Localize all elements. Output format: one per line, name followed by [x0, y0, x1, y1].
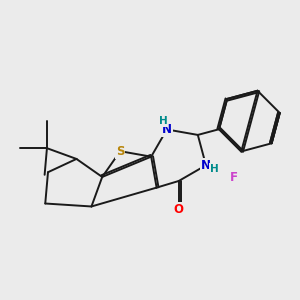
- Text: O: O: [174, 203, 184, 216]
- Text: H: H: [159, 116, 167, 127]
- Text: S: S: [116, 145, 124, 158]
- Text: N: N: [162, 123, 172, 136]
- Text: N: N: [201, 159, 211, 172]
- Text: H: H: [210, 164, 218, 174]
- Text: F: F: [230, 171, 238, 184]
